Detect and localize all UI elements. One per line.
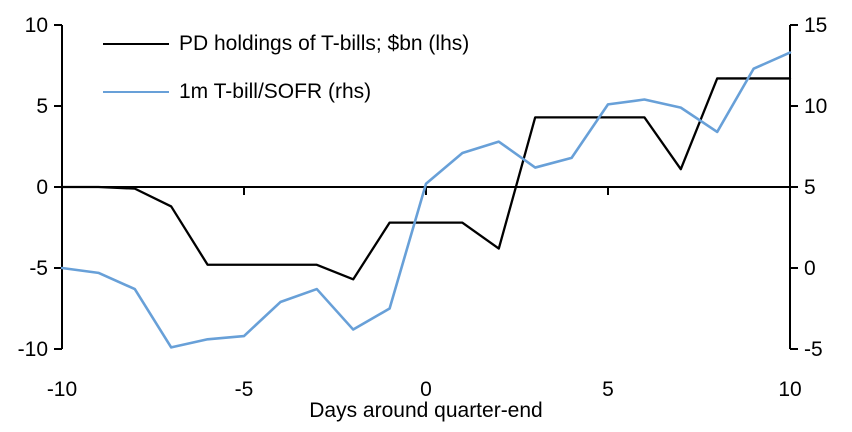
series-line-1 (60, 51, 792, 349)
right-axis-tick-label: 15 (804, 14, 827, 37)
left-axis-tick-label: 0 (36, 176, 48, 199)
x-axis-tick-label: 5 (602, 378, 614, 401)
x-axis-tick-label: -10 (47, 378, 77, 401)
x-axis-tick-label: -5 (235, 378, 254, 401)
left-axis-tick-label: 10 (25, 14, 48, 37)
series-line-0 (60, 77, 792, 281)
x-axis-title: Days around quarter-end (309, 399, 543, 422)
right-axis-tick-label: 10 (804, 95, 827, 118)
x-axis-tick-label: 10 (778, 378, 801, 401)
x-axis-tick-label: 0 (420, 378, 432, 401)
left-axis-tick-label: -10 (18, 338, 48, 361)
left-axis-tick-label: 5 (36, 95, 48, 118)
left-axis-tick-label: -5 (29, 257, 48, 280)
right-axis-tick-label: 0 (804, 257, 816, 280)
right-axis-tick-label: -5 (804, 338, 823, 361)
right-axis-tick-label: 5 (804, 176, 816, 199)
